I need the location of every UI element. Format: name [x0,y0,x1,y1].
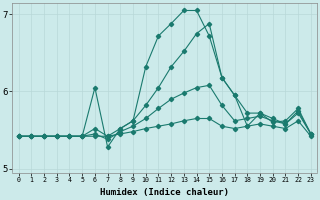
X-axis label: Humidex (Indice chaleur): Humidex (Indice chaleur) [100,188,229,197]
